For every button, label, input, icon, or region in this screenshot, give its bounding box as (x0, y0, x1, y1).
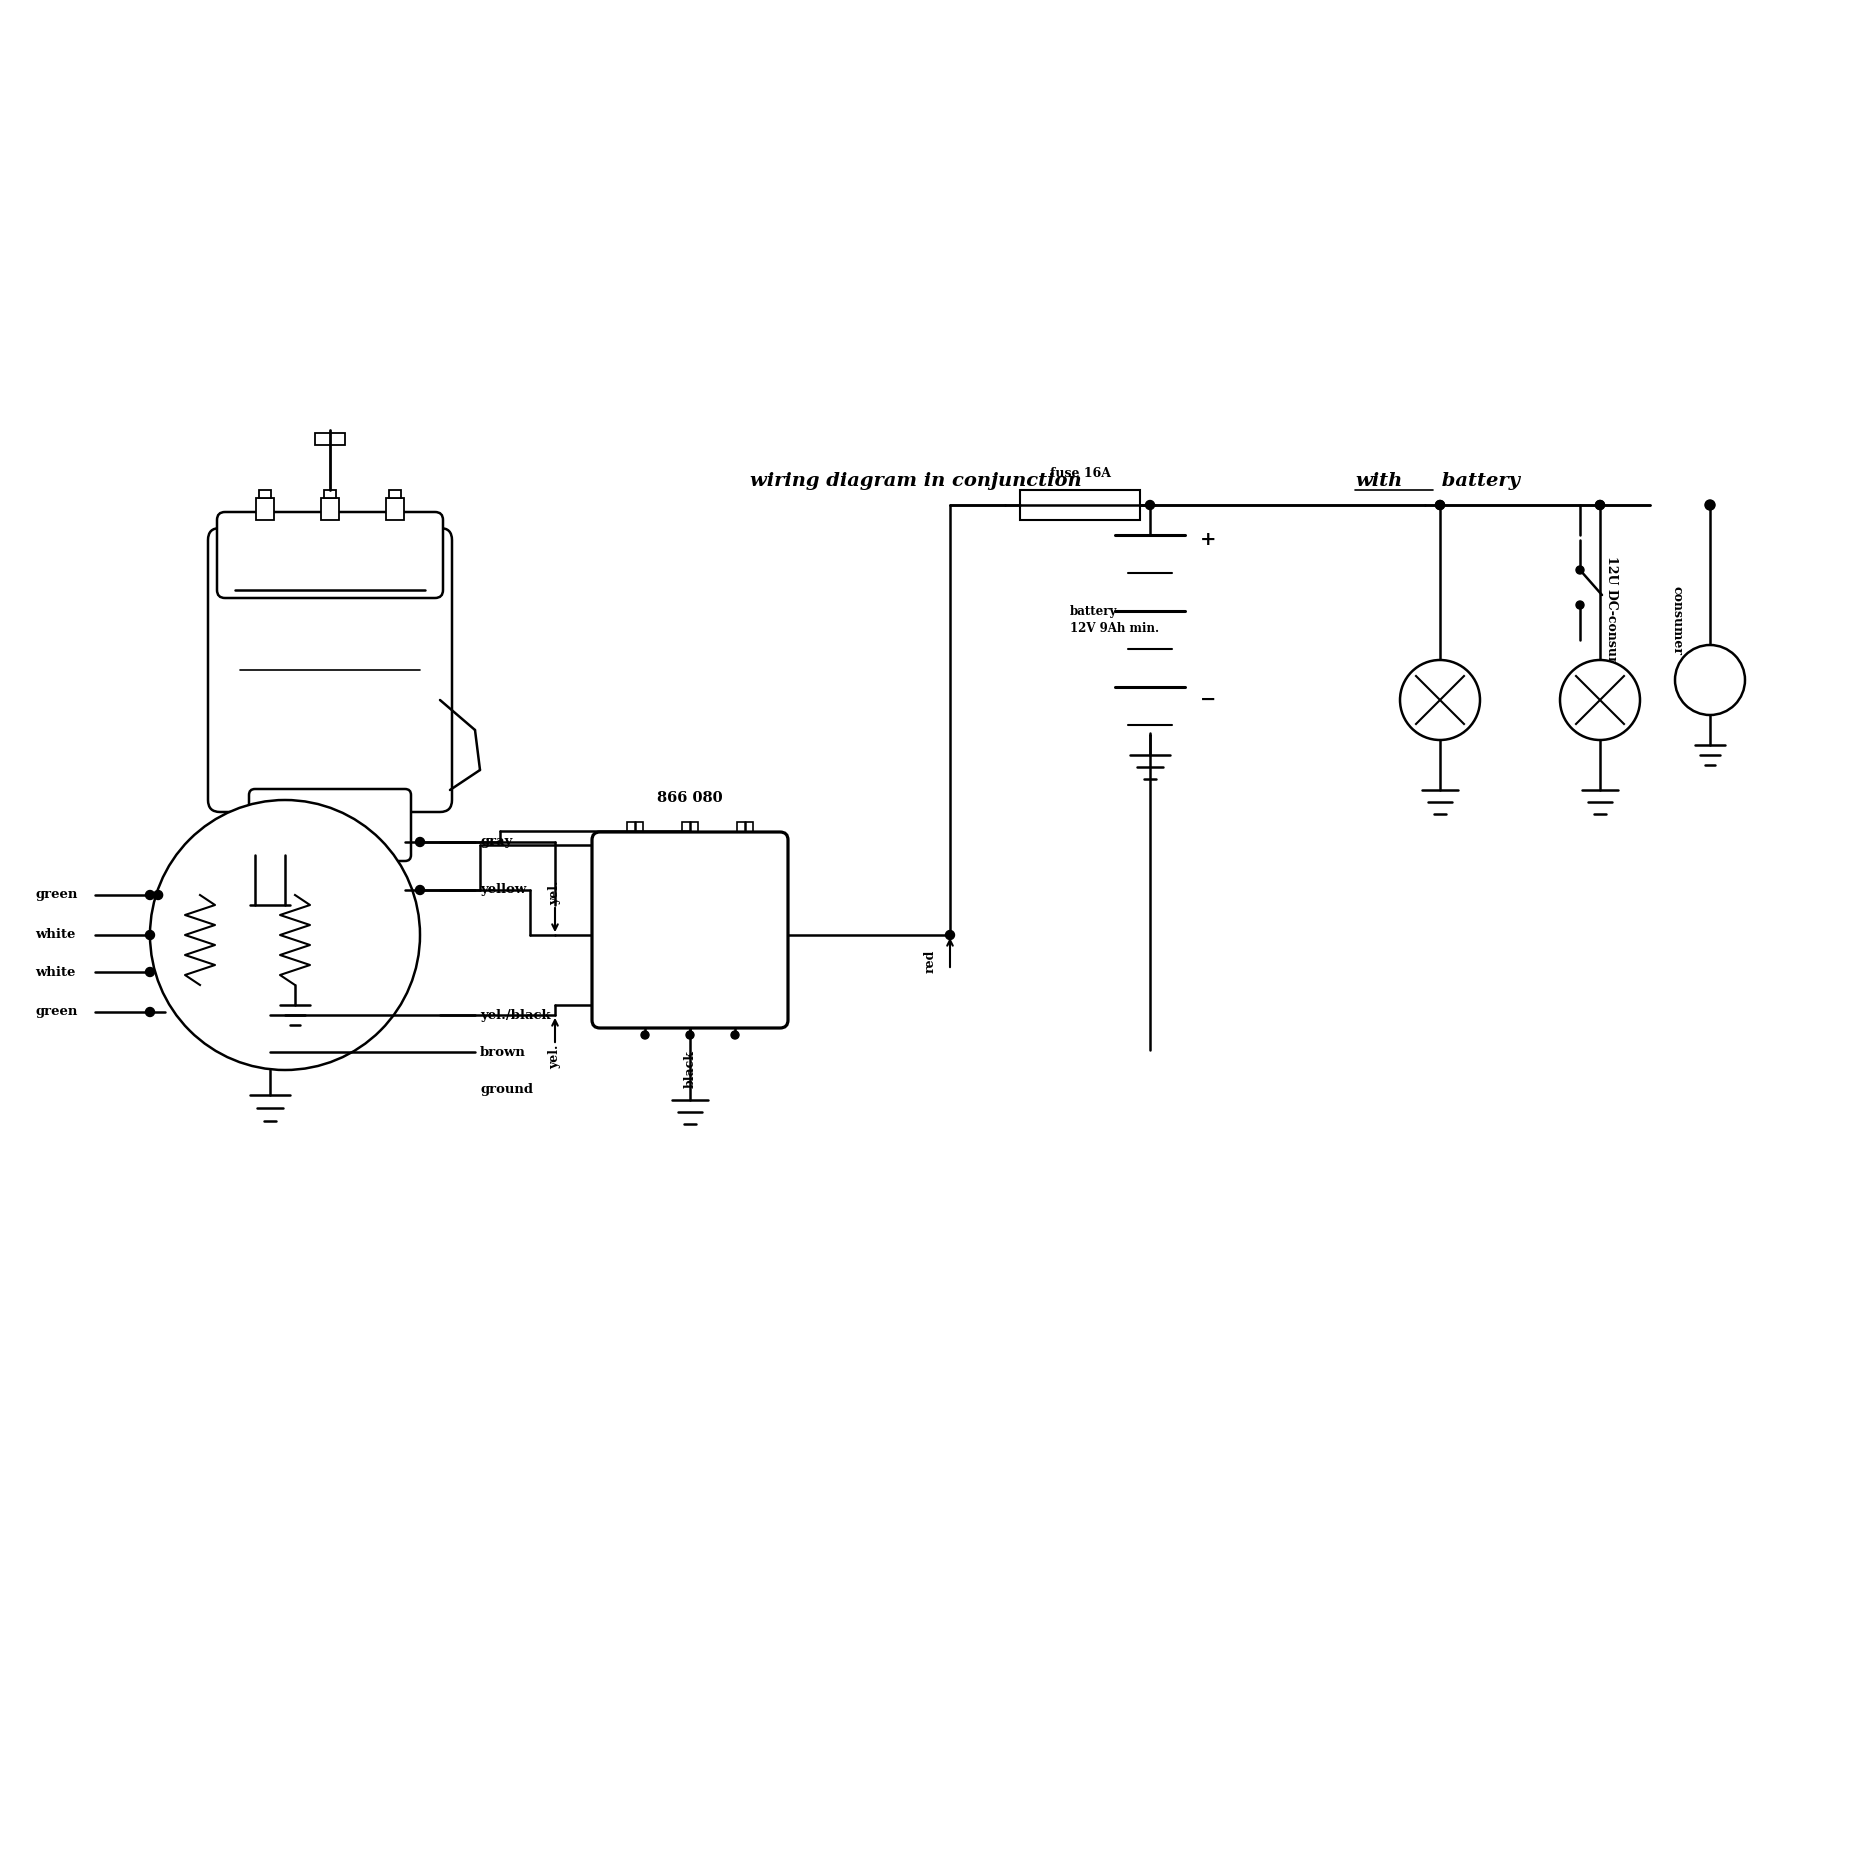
Circle shape (146, 890, 155, 899)
Text: +: + (1201, 531, 1217, 549)
Circle shape (146, 968, 155, 977)
Text: with: with (1354, 472, 1402, 490)
Text: red: red (923, 951, 936, 973)
Circle shape (150, 799, 420, 1069)
Circle shape (1595, 501, 1604, 509)
Circle shape (416, 838, 424, 847)
Text: 12U DC-consumer: 12U DC-consumer (1606, 557, 1619, 684)
Circle shape (731, 1030, 738, 1040)
Circle shape (1436, 501, 1445, 509)
Text: battery: battery (1436, 472, 1521, 490)
Text: ground: ground (479, 1084, 533, 1097)
Circle shape (1400, 660, 1480, 740)
FancyBboxPatch shape (207, 527, 451, 812)
Circle shape (1674, 646, 1745, 714)
Text: yel.: yel. (548, 881, 562, 905)
Bar (255, 498, 274, 520)
Circle shape (1706, 501, 1715, 509)
Circle shape (1560, 660, 1639, 740)
Bar (259, 490, 270, 498)
Text: yel./black: yel./black (479, 1008, 551, 1021)
Text: −: − (1201, 692, 1217, 709)
Bar (736, 821, 753, 840)
Text: black: black (683, 1051, 696, 1088)
Text: green: green (35, 1006, 78, 1019)
FancyBboxPatch shape (216, 512, 442, 598)
Text: white: white (35, 929, 76, 942)
Text: consumer: consumer (1671, 585, 1684, 655)
Text: green: green (35, 888, 78, 901)
Text: brown: brown (479, 1045, 525, 1058)
Bar (649, 881, 731, 969)
Text: yellow: yellow (479, 884, 525, 897)
Circle shape (146, 1008, 155, 1016)
Circle shape (154, 890, 163, 899)
Bar (185, 1001, 211, 1016)
FancyBboxPatch shape (250, 788, 411, 860)
Text: battery
12V 9Ah min.: battery 12V 9Ah min. (1069, 605, 1160, 635)
Text: yel.: yel. (548, 1045, 562, 1069)
Text: 866 080: 866 080 (657, 792, 723, 805)
Bar (683, 821, 697, 840)
Circle shape (1706, 500, 1715, 511)
Circle shape (640, 1030, 649, 1040)
Circle shape (1145, 501, 1154, 509)
Bar (1019, 490, 1140, 520)
Bar (322, 498, 339, 520)
Circle shape (1576, 566, 1584, 574)
Circle shape (686, 1030, 694, 1040)
Text: gray: gray (479, 836, 512, 849)
Text: wiring diagram in conjunction: wiring diagram in conjunction (749, 472, 1088, 490)
Bar (324, 490, 337, 498)
Bar (627, 821, 644, 840)
FancyBboxPatch shape (592, 832, 788, 1029)
Circle shape (1576, 601, 1584, 609)
Circle shape (1595, 501, 1604, 509)
Bar (387, 498, 403, 520)
Bar (314, 433, 344, 446)
Text: fuse 16A: fuse 16A (1049, 466, 1110, 479)
Bar (388, 490, 401, 498)
Text: white: white (35, 966, 76, 979)
Circle shape (1436, 501, 1445, 509)
Circle shape (945, 931, 955, 940)
Circle shape (416, 886, 424, 895)
Circle shape (146, 931, 155, 940)
